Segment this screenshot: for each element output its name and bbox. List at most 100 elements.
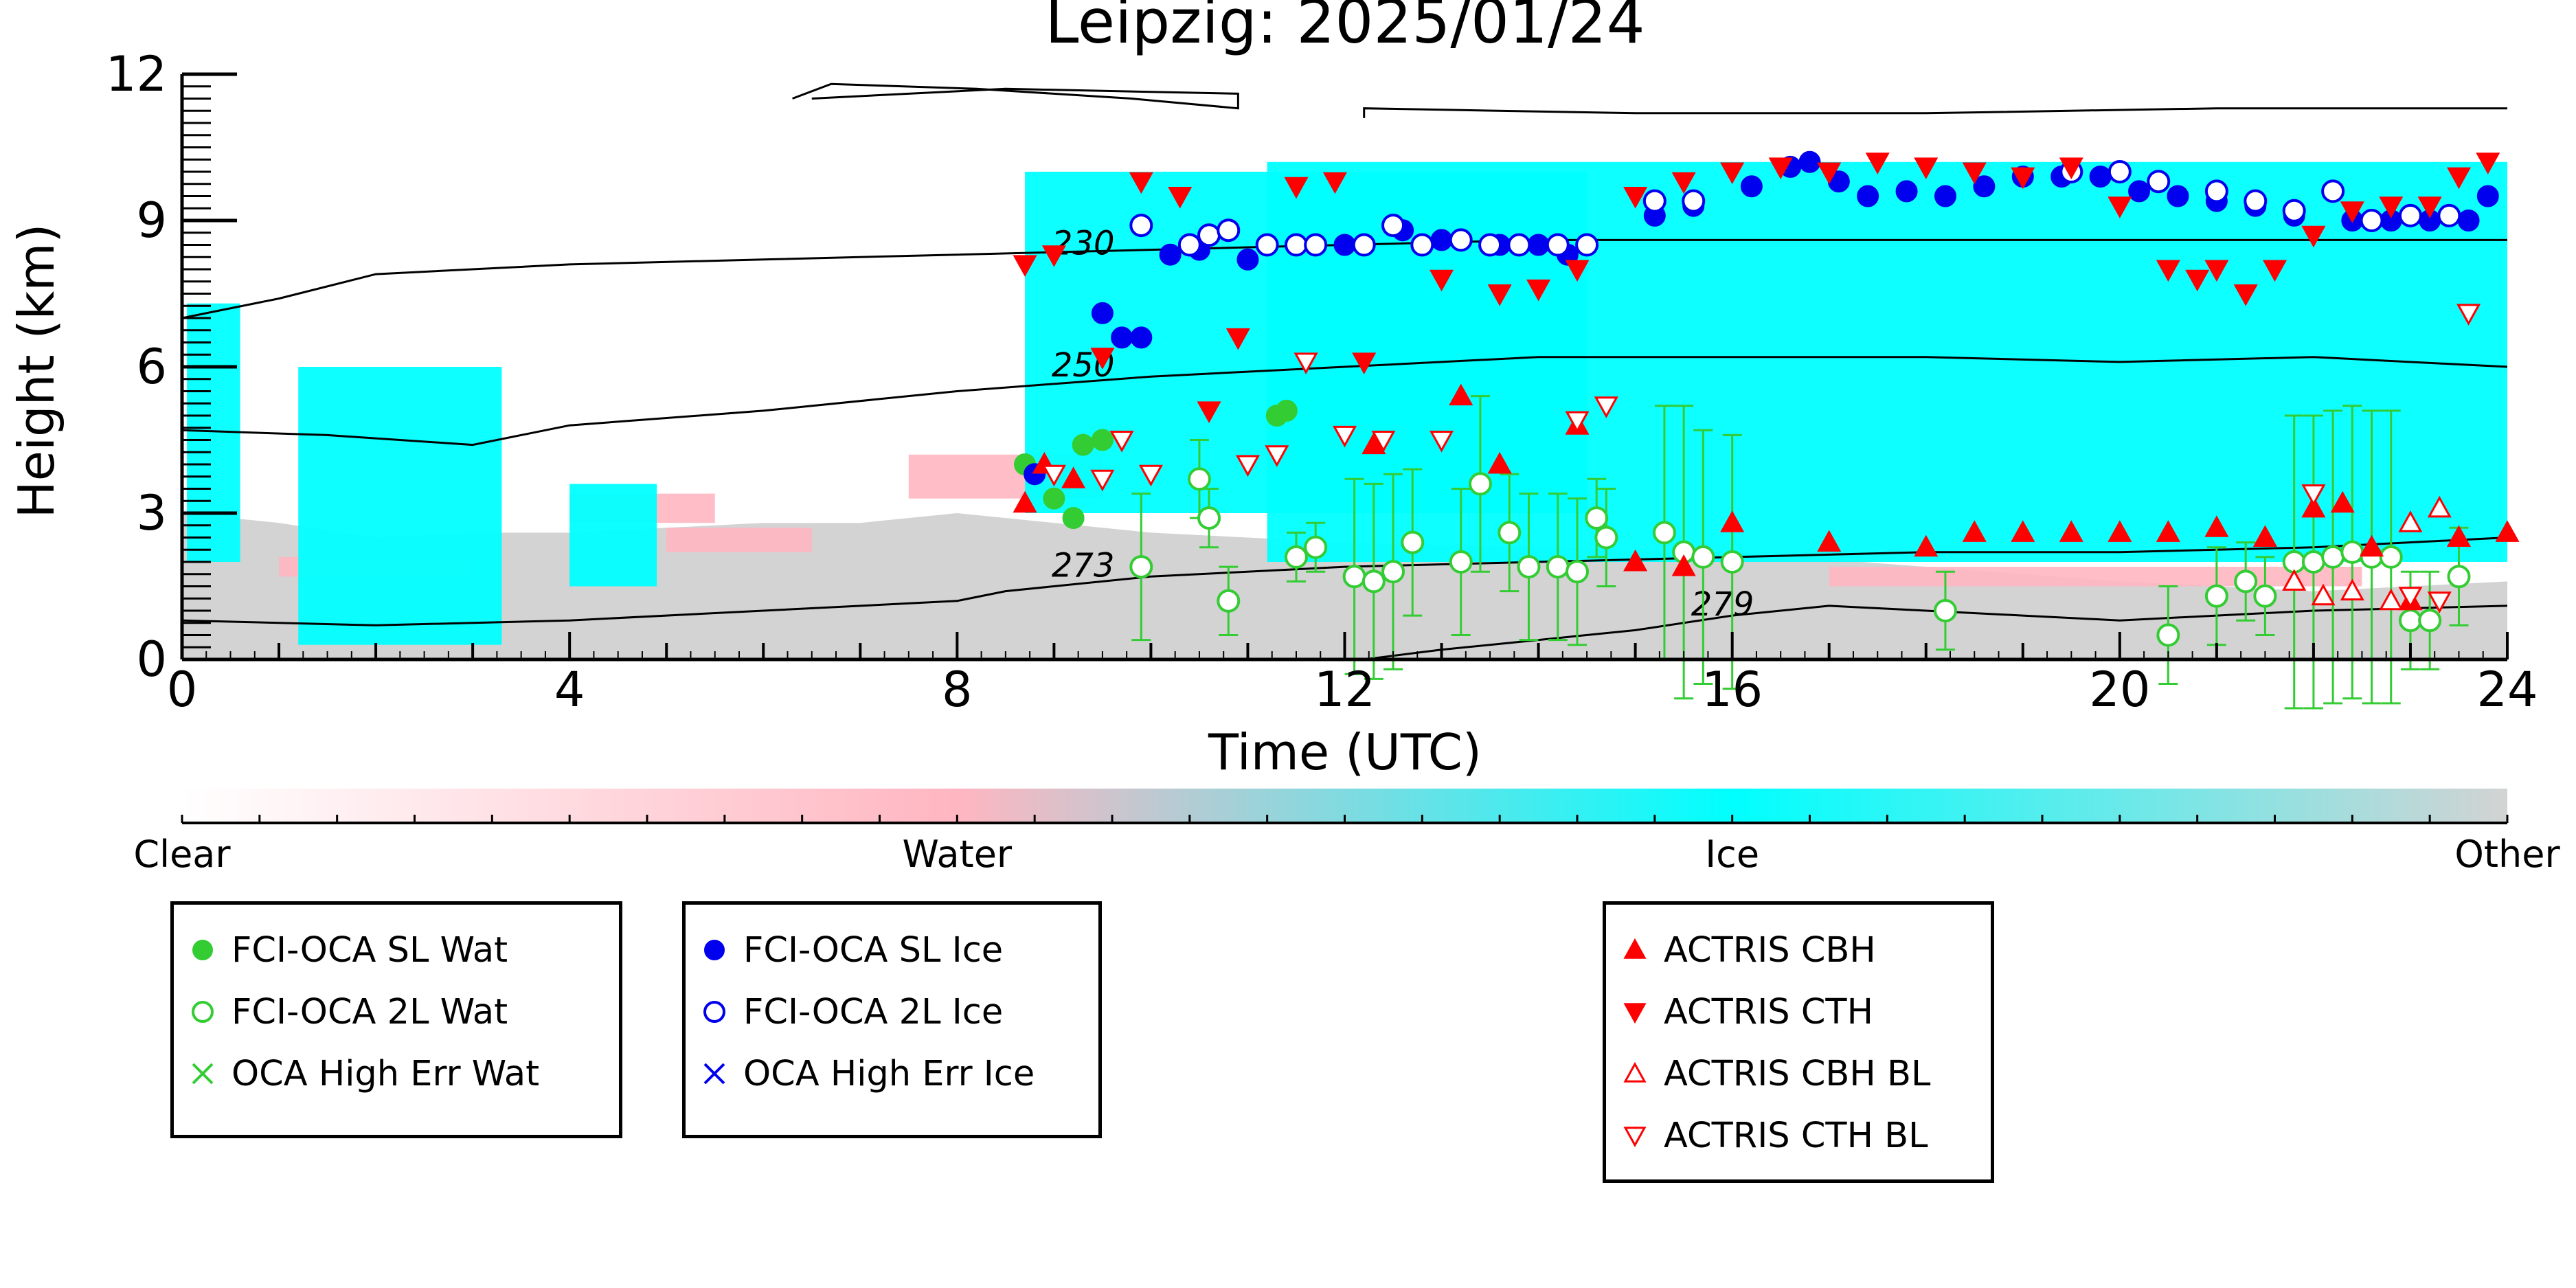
x-tick-label: 8 (942, 662, 973, 718)
legend-label: ACTRIS CBH (1664, 929, 1876, 971)
fci-oca-2l-wat-point (1284, 545, 1308, 569)
fci-oca-2l-wat-point (1381, 560, 1405, 584)
actris-cth-bl-point (2456, 304, 2481, 326)
actris-cbh-point (2301, 495, 2326, 518)
fci-oca-sl-ice-point (2457, 210, 2480, 231)
legend-entry: ACTRIS CTH (1618, 991, 1873, 1032)
fci-oca-2l-ice-point (1352, 233, 1376, 257)
ice-class-region (1267, 161, 2507, 563)
isotherm-line (181, 536, 2508, 626)
legend-marker (1623, 1003, 1647, 1024)
fci-oca-2l-wat-point (1652, 521, 1676, 545)
legend-marker (192, 940, 213, 960)
actris-cbh-point (1671, 554, 1696, 576)
y-tick-label: 12 (106, 46, 167, 102)
fci-oca-sl-ice-point (1430, 229, 1453, 251)
water-class-region (666, 528, 812, 552)
colorbar-label: Water (903, 833, 1013, 876)
actris-cth-bl-point (1109, 431, 1134, 453)
fci-oca-sl-wat-point (1072, 433, 1094, 456)
fci-oca-2l-wat-point (2204, 584, 2228, 608)
fci-oca-2l-ice-point (2282, 199, 2306, 223)
legend-label: ACTRIS CTH BL (1664, 1115, 1928, 1156)
actris-cth-point (1817, 162, 1842, 185)
fci-oca-2l-ice-point (2321, 179, 2345, 203)
actris-cth-point (2108, 196, 2132, 218)
legend-marker-shape (703, 1063, 725, 1085)
actris-cbh-point (2108, 520, 2132, 542)
fci-oca-2l-wat-point (2301, 550, 2325, 574)
actris-cth-bl-point (1429, 431, 1454, 453)
fci-oca-2l-wat-point (1197, 506, 1221, 530)
actris-cbh-point (1623, 549, 1648, 572)
fci-oca-2l-wat-point (2379, 545, 2403, 569)
fci-oca-2l-wat-point (1362, 569, 1386, 594)
legend-marker (703, 1063, 725, 1085)
legend-actris: ACTRIS CBH ACTRIS CTH ACTRIS CBH BL ACTRIS … (1603, 901, 1994, 1183)
actris-cbh-point (2359, 534, 2384, 557)
fci-oca-2l-ice-point (2398, 203, 2422, 227)
colorbar: Clear Water Ice Other (133, 789, 2560, 876)
actris-cth-point (1565, 260, 1590, 282)
fci-oca-2l-ice-point (1197, 223, 1221, 247)
fci-oca-2l-wat-point (1498, 521, 1522, 545)
actris-cth-point (2379, 196, 2404, 218)
actris-cth-point (2059, 157, 2083, 179)
legend-marker (1623, 1127, 1647, 1148)
fci-oca-sl-ice-point (1798, 150, 1821, 173)
actris-cbh-point (1914, 534, 1939, 557)
actris-cth-point (1962, 162, 1987, 185)
actris-cbh-bl-point (2398, 510, 2423, 532)
actris-cth-point (2340, 201, 2364, 223)
fci-oca-2l-wat-point (2253, 584, 2277, 608)
fci-oca-sl-ice-point (2128, 180, 2151, 203)
isotherm-label: 279 (1691, 585, 1754, 624)
actris-cth-point (1197, 401, 1221, 423)
legend-label: FCI-OCA 2L Ice (743, 991, 1004, 1032)
fci-oca-2l-ice-point (2360, 209, 2384, 232)
actris-cth-bl-point (1332, 425, 1357, 448)
fci-oca-sl-ice-point (1130, 326, 1153, 349)
fci-oca-sl-ice-point (1895, 180, 1918, 203)
water-class-region (1829, 567, 2362, 587)
actris-cth-point (2417, 196, 2442, 218)
actris-cth-bl-point (2301, 484, 2326, 506)
fci-oca-2l-ice-point (1284, 233, 1308, 257)
legend-marker-shape (192, 940, 213, 960)
actris-cth-bl-point (1594, 396, 1618, 418)
legend-label: ACTRIS CBH BL (1664, 1053, 1931, 1094)
actris-cbh-bl-point (2427, 495, 2452, 518)
legend-label: FCI-OCA SL Wat (231, 929, 508, 971)
isotherm-line (792, 82, 1239, 110)
fci-oca-2l-ice-point (1381, 214, 1405, 238)
actris-cbh-point (1013, 490, 1037, 513)
actris-cbh-point (2156, 520, 2180, 542)
fci-oca-2l-wat-point (2447, 565, 2471, 589)
y-tick-label: 6 (136, 339, 167, 395)
actris-cth-point (2156, 260, 2180, 282)
fci-oca-2l-wat-point (1401, 530, 1425, 554)
actris-cth-point (2446, 167, 2472, 190)
fci-oca-sl-ice-point (1934, 185, 1956, 207)
colorbar-label: Other (2454, 833, 2560, 876)
fci-oca-sl-ice-point (2167, 185, 2189, 207)
actris-cth-point (1429, 269, 1454, 292)
data-markers (1013, 150, 2520, 710)
cloud-classification-field (182, 161, 2507, 659)
fci-oca-sl-ice-point (1857, 185, 1879, 207)
fci-oca-2l-wat-point (1546, 555, 1570, 579)
legend-label: ACTRIS CTH (1664, 991, 1873, 1032)
fci-oca-2l-ice-point (1217, 218, 1241, 242)
fci-oca-2l-ice-point (1546, 233, 1570, 257)
axes: 0 3 6 9 12 0 4 8 12 16 20 24 (106, 46, 2538, 718)
actris-cth-point (2262, 260, 2287, 282)
x-tick-label: 24 (2476, 662, 2538, 718)
legend-marker (1623, 938, 1647, 959)
colorbar-label: Clear (133, 833, 231, 876)
fci-oca-2l-ice-point (2204, 179, 2228, 203)
fci-oca-2l-ice-point (1642, 189, 1667, 213)
fci-oca-sl-ice-point (2476, 185, 2499, 207)
fci-oca-2l-wat-point (1691, 545, 1715, 569)
legend-entry: ACTRIS CBH BL (1618, 1053, 1930, 1094)
